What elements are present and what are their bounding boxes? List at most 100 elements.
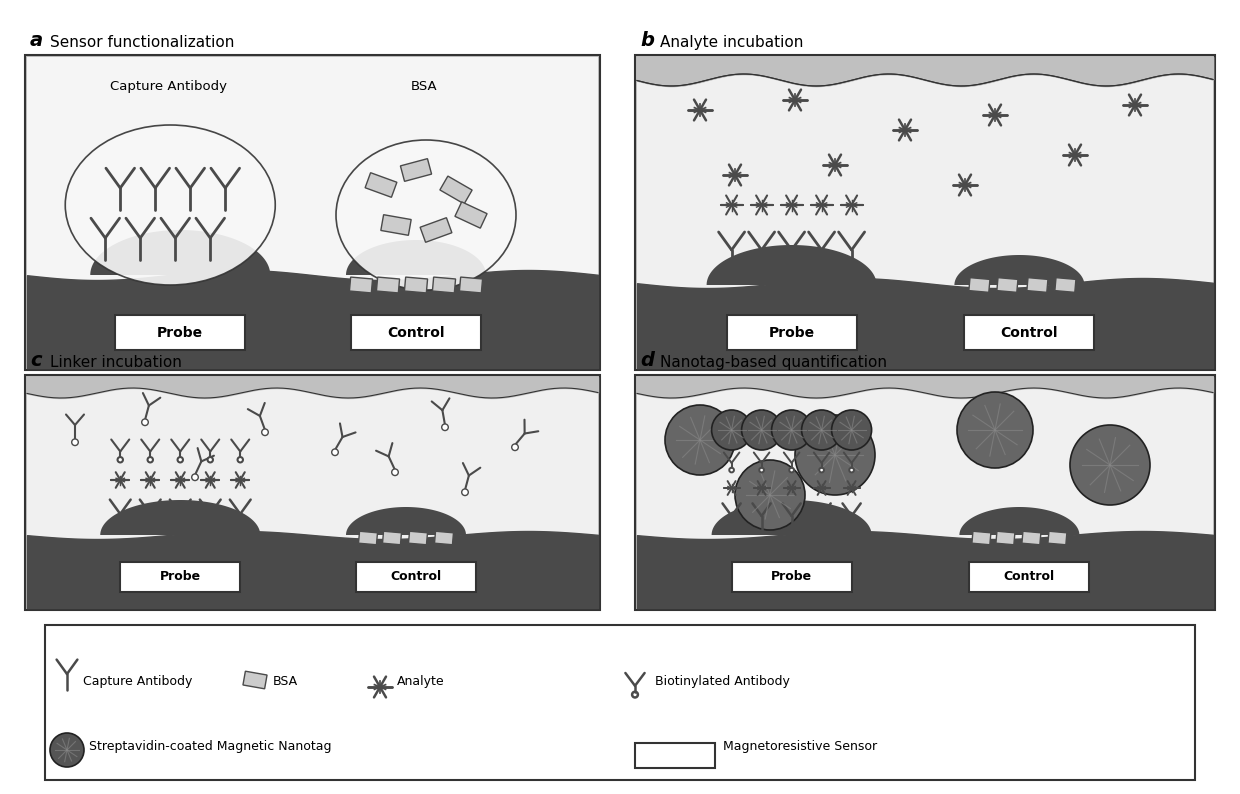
Text: Capture Antibody: Capture Antibody: [83, 675, 192, 688]
Text: b: b: [640, 31, 653, 50]
Bar: [115, 315, 246, 350]
Text: Control: Control: [1001, 326, 1058, 340]
Polygon shape: [91, 230, 270, 275]
Polygon shape: [997, 278, 1018, 292]
Polygon shape: [433, 277, 455, 293]
Text: d: d: [640, 351, 653, 370]
Polygon shape: [381, 214, 412, 235]
Polygon shape: [350, 277, 372, 293]
Circle shape: [192, 474, 198, 480]
Circle shape: [729, 468, 734, 472]
Bar: [351, 315, 481, 350]
Text: Probe: Probe: [771, 571, 812, 584]
Circle shape: [742, 410, 781, 450]
Text: Analyte incubation: Analyte incubation: [660, 35, 804, 50]
Text: Probe: Probe: [160, 571, 201, 584]
Ellipse shape: [336, 140, 516, 290]
Circle shape: [789, 468, 794, 472]
Circle shape: [262, 429, 268, 436]
Text: Linker incubation: Linker incubation: [50, 355, 182, 370]
Bar: [356, 562, 476, 592]
Polygon shape: [968, 278, 990, 292]
Circle shape: [957, 392, 1033, 468]
Polygon shape: [100, 500, 260, 535]
Polygon shape: [377, 277, 399, 293]
Polygon shape: [1055, 278, 1076, 292]
Polygon shape: [404, 277, 428, 293]
Polygon shape: [358, 531, 377, 545]
Polygon shape: [382, 531, 402, 545]
Bar: [27, 377, 598, 608]
Text: Probe: Probe: [769, 326, 815, 340]
Circle shape: [238, 457, 243, 462]
Text: BSA: BSA: [410, 80, 438, 93]
Bar: [27, 57, 598, 290]
Text: Streptavidin-coated Magnetic Nanotag: Streptavidin-coated Magnetic Nanotag: [89, 740, 331, 753]
Polygon shape: [455, 202, 487, 228]
Polygon shape: [346, 240, 486, 275]
Bar: [637, 57, 1213, 368]
Circle shape: [148, 457, 153, 462]
Circle shape: [141, 419, 149, 426]
Text: Control: Control: [1004, 571, 1055, 584]
Circle shape: [461, 489, 469, 495]
Polygon shape: [1048, 531, 1066, 545]
Text: Capture Antibody: Capture Antibody: [110, 80, 227, 93]
Text: a: a: [30, 31, 43, 50]
Circle shape: [712, 410, 751, 450]
Bar: [45, 625, 1195, 780]
Polygon shape: [408, 531, 428, 545]
Text: Nanotag-based quantification: Nanotag-based quantification: [660, 355, 887, 370]
Polygon shape: [712, 500, 872, 535]
Circle shape: [392, 469, 398, 476]
Bar: [25, 55, 600, 370]
Circle shape: [512, 444, 518, 450]
Bar: [25, 375, 600, 610]
Circle shape: [665, 405, 735, 475]
Circle shape: [1070, 425, 1149, 505]
Bar: [635, 743, 715, 768]
Circle shape: [632, 692, 637, 697]
Text: Sensor functionalization: Sensor functionalization: [50, 35, 234, 50]
Text: Analyte: Analyte: [397, 675, 445, 688]
Polygon shape: [1022, 531, 1040, 545]
Bar: [120, 562, 241, 592]
Polygon shape: [996, 531, 1014, 545]
Bar: [637, 377, 1213, 608]
Circle shape: [735, 460, 805, 530]
Polygon shape: [440, 176, 472, 204]
Text: Biotinylated Antibody: Biotinylated Antibody: [655, 675, 790, 688]
Circle shape: [820, 468, 823, 472]
Polygon shape: [401, 159, 432, 181]
Circle shape: [759, 468, 764, 472]
Polygon shape: [346, 507, 466, 535]
Circle shape: [332, 449, 339, 456]
Polygon shape: [972, 531, 991, 545]
Circle shape: [795, 415, 875, 495]
Polygon shape: [707, 245, 877, 285]
Circle shape: [849, 468, 854, 472]
Circle shape: [801, 410, 842, 450]
Polygon shape: [960, 507, 1079, 535]
Polygon shape: [955, 255, 1085, 285]
Circle shape: [50, 733, 84, 767]
Text: Control: Control: [391, 571, 441, 584]
Polygon shape: [365, 172, 397, 197]
Text: BSA: BSA: [273, 675, 298, 688]
Circle shape: [177, 457, 184, 462]
Text: Control: Control: [387, 326, 445, 340]
Bar: [970, 562, 1090, 592]
Bar: [727, 315, 857, 350]
Circle shape: [207, 457, 213, 462]
Bar: [965, 315, 1095, 350]
Circle shape: [771, 410, 812, 450]
Text: Probe: Probe: [157, 326, 203, 340]
Circle shape: [118, 457, 123, 462]
Bar: [732, 562, 852, 592]
Polygon shape: [420, 218, 451, 242]
Polygon shape: [460, 277, 482, 293]
Polygon shape: [434, 531, 454, 545]
Polygon shape: [243, 671, 267, 689]
Circle shape: [832, 410, 872, 450]
Circle shape: [441, 424, 449, 430]
